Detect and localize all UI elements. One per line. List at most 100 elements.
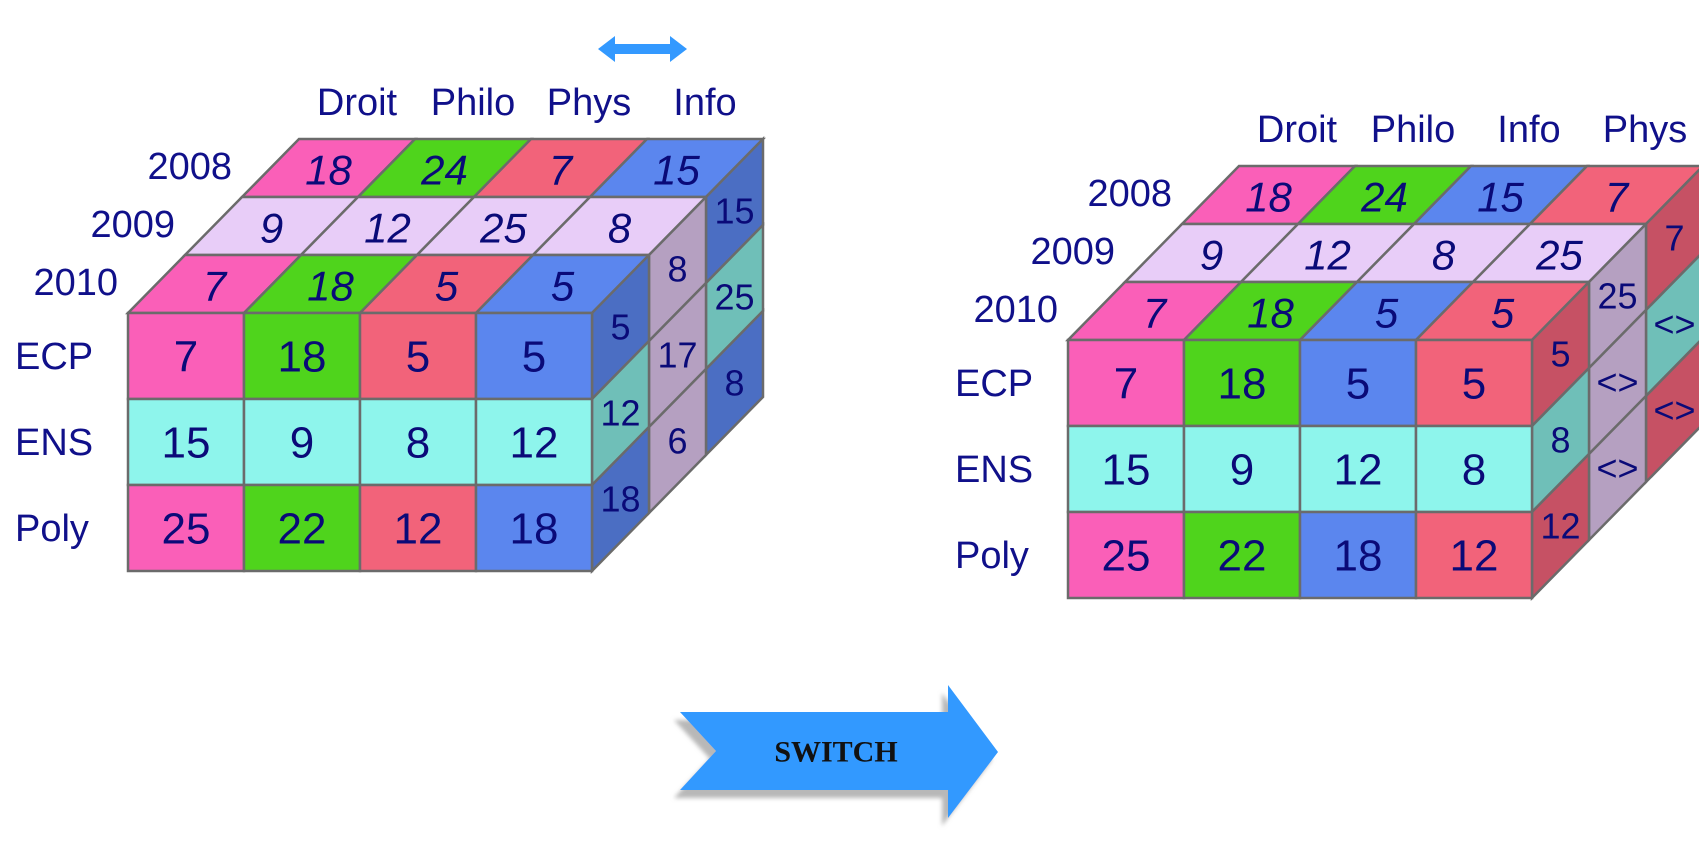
front-cell-value: 7 bbox=[1114, 360, 1138, 409]
front-cell-value: 9 bbox=[290, 419, 314, 468]
top-cell-value: 18 bbox=[307, 263, 354, 310]
front-cell-value: 18 bbox=[1334, 532, 1383, 581]
top-cell-value: 18 bbox=[305, 147, 352, 194]
row-label: Poly bbox=[15, 508, 89, 550]
front-face-cell bbox=[358, 483, 478, 573]
column-label: Info bbox=[1497, 109, 1560, 151]
front-face-cell bbox=[126, 397, 246, 487]
top-cell-value: 15 bbox=[653, 147, 700, 194]
chevron-arrow-icon bbox=[680, 685, 998, 818]
column-label: Philo bbox=[1371, 109, 1456, 151]
top-cell-value: 7 bbox=[1605, 174, 1630, 221]
top-cell-value: 5 bbox=[1491, 290, 1515, 337]
front-face-cell bbox=[1066, 510, 1186, 600]
top-cell-value: 18 bbox=[1245, 174, 1292, 221]
front-cell-value: 5 bbox=[1462, 360, 1486, 409]
side-cell-value: <> bbox=[1596, 362, 1638, 403]
row-label: ECP bbox=[955, 363, 1033, 405]
front-face-cell bbox=[1066, 338, 1186, 428]
front-face-cell bbox=[358, 397, 478, 487]
top-cell-value: 9 bbox=[260, 205, 283, 252]
row-label: ENS bbox=[955, 449, 1033, 491]
top-cell-value: 25 bbox=[1535, 232, 1583, 279]
year-label: 2008 bbox=[147, 146, 232, 188]
front-cell-value: 15 bbox=[162, 419, 211, 468]
front-cell-value: 22 bbox=[1218, 532, 1267, 581]
top-cell-value: 25 bbox=[479, 205, 527, 252]
front-face-cell bbox=[242, 397, 362, 487]
side-cell-value: 5 bbox=[610, 307, 630, 348]
front-cell-value: 18 bbox=[1218, 360, 1267, 409]
side-cell-value: 25 bbox=[1597, 276, 1637, 317]
front-face-cell bbox=[242, 483, 362, 573]
column-label: Phys bbox=[547, 82, 631, 124]
year-label: 2010 bbox=[973, 289, 1058, 331]
side-cell-value: 6 bbox=[667, 421, 687, 462]
column-label: Philo bbox=[431, 82, 516, 124]
front-cell-value: 8 bbox=[406, 419, 430, 468]
front-face-cell bbox=[474, 397, 594, 487]
side-cell-value: 25 bbox=[714, 277, 754, 318]
front-face-cell bbox=[474, 483, 594, 573]
double-arrow-icon bbox=[598, 36, 687, 62]
top-cell-value: 24 bbox=[420, 147, 468, 194]
column-label: Droit bbox=[1257, 109, 1338, 151]
top-cell-value: 12 bbox=[364, 205, 411, 252]
top-cell-value: 5 bbox=[1375, 290, 1399, 337]
side-cell-value: <> bbox=[1653, 390, 1695, 431]
side-cell-value: 12 bbox=[1540, 506, 1580, 547]
side-cell-value: 8 bbox=[1550, 420, 1570, 461]
top-cell-value: 8 bbox=[1432, 232, 1456, 279]
top-cell-value: 7 bbox=[549, 147, 574, 194]
column-label: Info bbox=[673, 82, 736, 124]
side-cell-value: 17 bbox=[657, 335, 697, 376]
front-cell-value: 15 bbox=[1102, 446, 1151, 495]
front-cell-value: 5 bbox=[522, 333, 546, 382]
side-cell-value: 8 bbox=[667, 249, 687, 290]
top-cell-value: 5 bbox=[435, 263, 459, 310]
column-label: Droit bbox=[317, 82, 398, 124]
front-cell-value: 12 bbox=[1334, 446, 1383, 495]
top-cell-value: 7 bbox=[203, 263, 228, 310]
side-cell-value: <> bbox=[1653, 304, 1695, 345]
front-cell-value: 25 bbox=[162, 505, 211, 554]
top-cell-value: 15 bbox=[1477, 174, 1524, 221]
front-face-cell bbox=[474, 311, 594, 401]
front-face-cell bbox=[1182, 424, 1302, 514]
top-cell-value: 5 bbox=[551, 263, 575, 310]
front-cell-value: 8 bbox=[1462, 446, 1486, 495]
side-cell-value: <> bbox=[1596, 448, 1638, 489]
front-cell-value: 9 bbox=[1230, 446, 1254, 495]
front-cell-value: 5 bbox=[1346, 360, 1370, 409]
front-cell-value: 18 bbox=[510, 505, 559, 554]
side-cell-value: 15 bbox=[714, 191, 754, 232]
row-label: ENS bbox=[15, 422, 93, 464]
front-cell-value: 7 bbox=[174, 333, 198, 382]
front-face-cell bbox=[1182, 510, 1302, 600]
front-cell-value: 12 bbox=[1450, 532, 1499, 581]
front-face-cell bbox=[358, 311, 478, 401]
front-cell-value: 12 bbox=[510, 419, 559, 468]
year-label: 2009 bbox=[1030, 231, 1115, 273]
front-face-cell bbox=[126, 483, 246, 573]
column-label: Phys bbox=[1603, 109, 1687, 151]
front-cell-value: 25 bbox=[1102, 532, 1151, 581]
row-label: ECP bbox=[15, 336, 93, 378]
front-cell-value: 5 bbox=[406, 333, 430, 382]
front-face-cell bbox=[242, 311, 362, 401]
top-cell-value: 9 bbox=[1200, 232, 1223, 279]
switch-button[interactable]: SWITCH bbox=[680, 685, 998, 818]
side-cell-value: 5 bbox=[1550, 334, 1570, 375]
switch-label: SWITCH bbox=[774, 736, 897, 769]
front-face-cell bbox=[1298, 338, 1418, 428]
top-cell-value: 18 bbox=[1247, 290, 1294, 337]
front-cell-value: 18 bbox=[278, 333, 327, 382]
front-face-cell bbox=[1414, 338, 1534, 428]
year-label: 2008 bbox=[1087, 173, 1172, 215]
row-label: Poly bbox=[955, 535, 1029, 577]
top-cell-value: 24 bbox=[1360, 174, 1408, 221]
front-face-cell bbox=[1066, 424, 1186, 514]
